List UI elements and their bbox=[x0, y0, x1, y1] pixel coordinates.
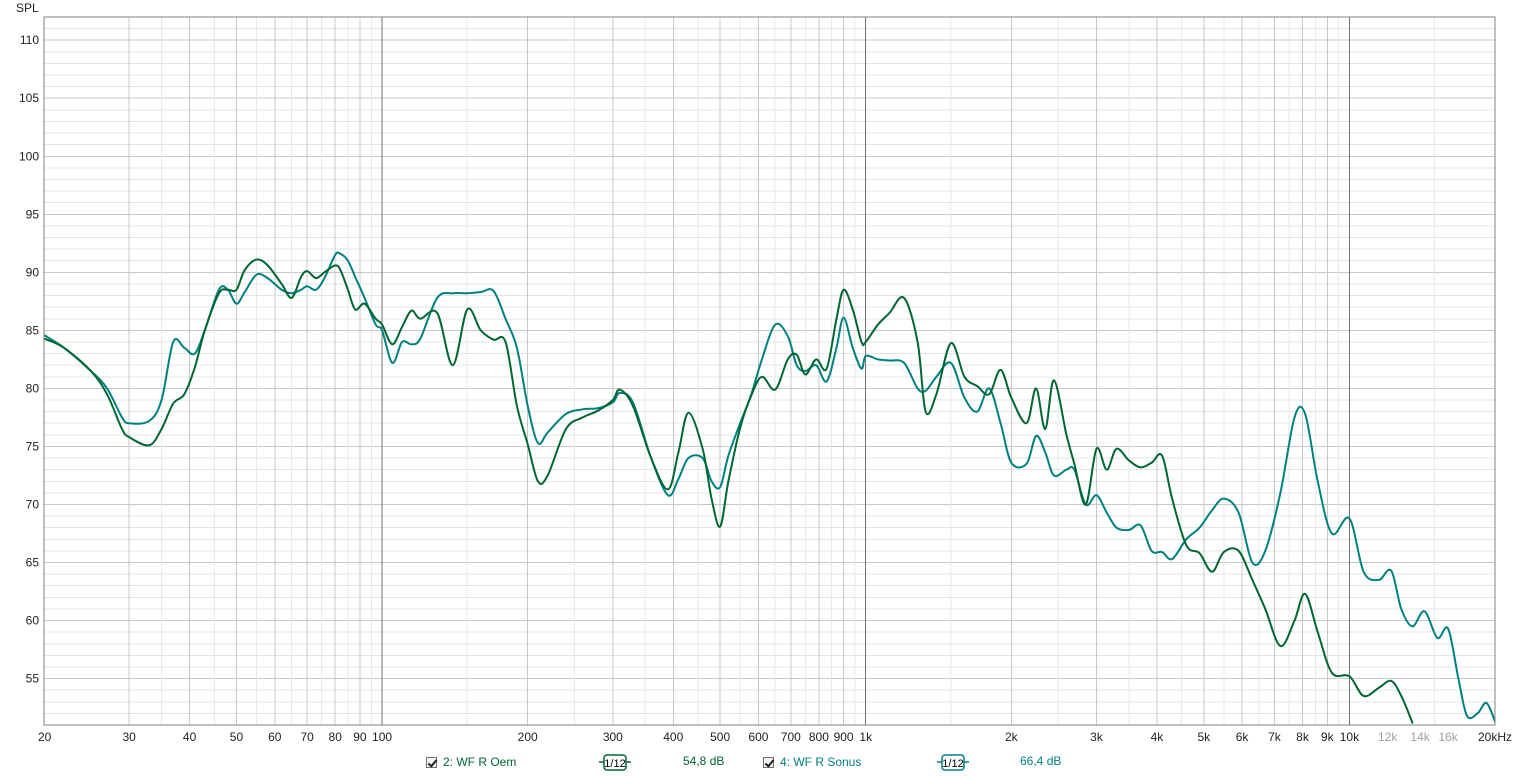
x-tick-label: 6k bbox=[1236, 730, 1250, 744]
y-tick-label: 75 bbox=[26, 439, 40, 453]
x-tick-label: 80 bbox=[329, 730, 343, 744]
x-tick-label: 9k bbox=[1321, 730, 1335, 744]
x-tick-label: 700 bbox=[781, 730, 801, 744]
x-tick-label: 500 bbox=[710, 730, 730, 744]
series-1-checkbox[interactable] bbox=[426, 756, 437, 768]
x-tick-label: 70 bbox=[300, 730, 314, 744]
x-tick-label: 1k bbox=[859, 730, 873, 744]
series-1-label: 2: WF R Oem bbox=[443, 755, 517, 769]
series-1-smoothing-text: 1/12 bbox=[604, 758, 625, 770]
x-tick-label: 800 bbox=[809, 730, 829, 744]
x-tick-label: 30 bbox=[122, 730, 136, 744]
legend-item-1[interactable]: 2: WF R Oem bbox=[426, 752, 516, 772]
series-1-level: 54,8 dB bbox=[683, 754, 725, 768]
x-tick-label: 20 bbox=[38, 730, 52, 744]
x-tick-label: 8k bbox=[1296, 730, 1310, 744]
series-2-checkbox[interactable] bbox=[763, 756, 774, 768]
x-tick-label: 100 bbox=[372, 730, 392, 744]
y-tick-label: 60 bbox=[26, 614, 40, 628]
grid bbox=[44, 16, 1495, 726]
x-tick-label: 60 bbox=[268, 730, 282, 744]
y-tick-label: 90 bbox=[26, 265, 40, 279]
series-2-smoothing-text: 1/12 bbox=[942, 758, 963, 770]
series-line-1 bbox=[44, 258, 1414, 724]
y-tick-label: 110 bbox=[20, 33, 39, 47]
plot-background bbox=[44, 17, 1495, 725]
x-tick-label: 20kHz bbox=[1478, 730, 1512, 744]
x-axis-ticks: 20 30 40 50 60 70 80 90 100 200 300 400 500 600 700 800… bbox=[38, 730, 1512, 744]
x-tick-label: 10k bbox=[1340, 730, 1360, 744]
y-tick-label: 70 bbox=[26, 497, 40, 511]
x-tick-label: 300 bbox=[603, 730, 623, 744]
series-2-level: 66,4 dB bbox=[1020, 754, 1062, 768]
y-axis-label: SPL bbox=[16, 1, 39, 15]
plot-frame bbox=[43, 16, 1496, 726]
x-tick-label: 7k bbox=[1268, 730, 1282, 744]
y-tick-label: 105 bbox=[19, 91, 39, 105]
y-tick-label: 65 bbox=[26, 556, 40, 570]
x-tick-label: 16k bbox=[1438, 730, 1458, 744]
y-tick-label: 95 bbox=[26, 207, 40, 221]
y-tick-label: 100 bbox=[19, 149, 39, 163]
x-tick-label: 5k bbox=[1197, 730, 1211, 744]
x-tick-label: 12k bbox=[1378, 730, 1398, 744]
x-tick-label: 900 bbox=[834, 730, 854, 744]
series-2-smoothing-icon[interactable]: 1/12 bbox=[936, 753, 970, 771]
x-tick-label: 2k bbox=[1005, 730, 1019, 744]
series-2-label: 4: WF R Sonus bbox=[780, 755, 862, 769]
x-tick-label: 3k bbox=[1090, 730, 1104, 744]
series-1-smoothing-icon[interactable]: 1/12 bbox=[598, 753, 632, 771]
y-tick-label: 55 bbox=[26, 672, 40, 686]
y-tick-label: 85 bbox=[26, 323, 40, 337]
series-line-2 bbox=[44, 251, 1495, 723]
x-tick-label: 4k bbox=[1151, 730, 1165, 744]
x-tick-label: 90 bbox=[353, 730, 367, 744]
x-tick-label: 200 bbox=[518, 730, 538, 744]
y-tick-label: 80 bbox=[26, 381, 40, 395]
y-axis-ticks: 55 60 65 70 75 80 85 90 95 100 105 110 bbox=[19, 33, 39, 685]
x-tick-label: 400 bbox=[663, 730, 683, 744]
series-layer bbox=[44, 251, 1495, 724]
legend-item-2[interactable]: 4: WF R Sonus bbox=[763, 752, 861, 772]
x-tick-label: 50 bbox=[230, 730, 244, 744]
x-tick-label: 14k bbox=[1410, 730, 1430, 744]
x-tick-label: 40 bbox=[183, 730, 197, 744]
x-tick-label: 600 bbox=[748, 730, 768, 744]
